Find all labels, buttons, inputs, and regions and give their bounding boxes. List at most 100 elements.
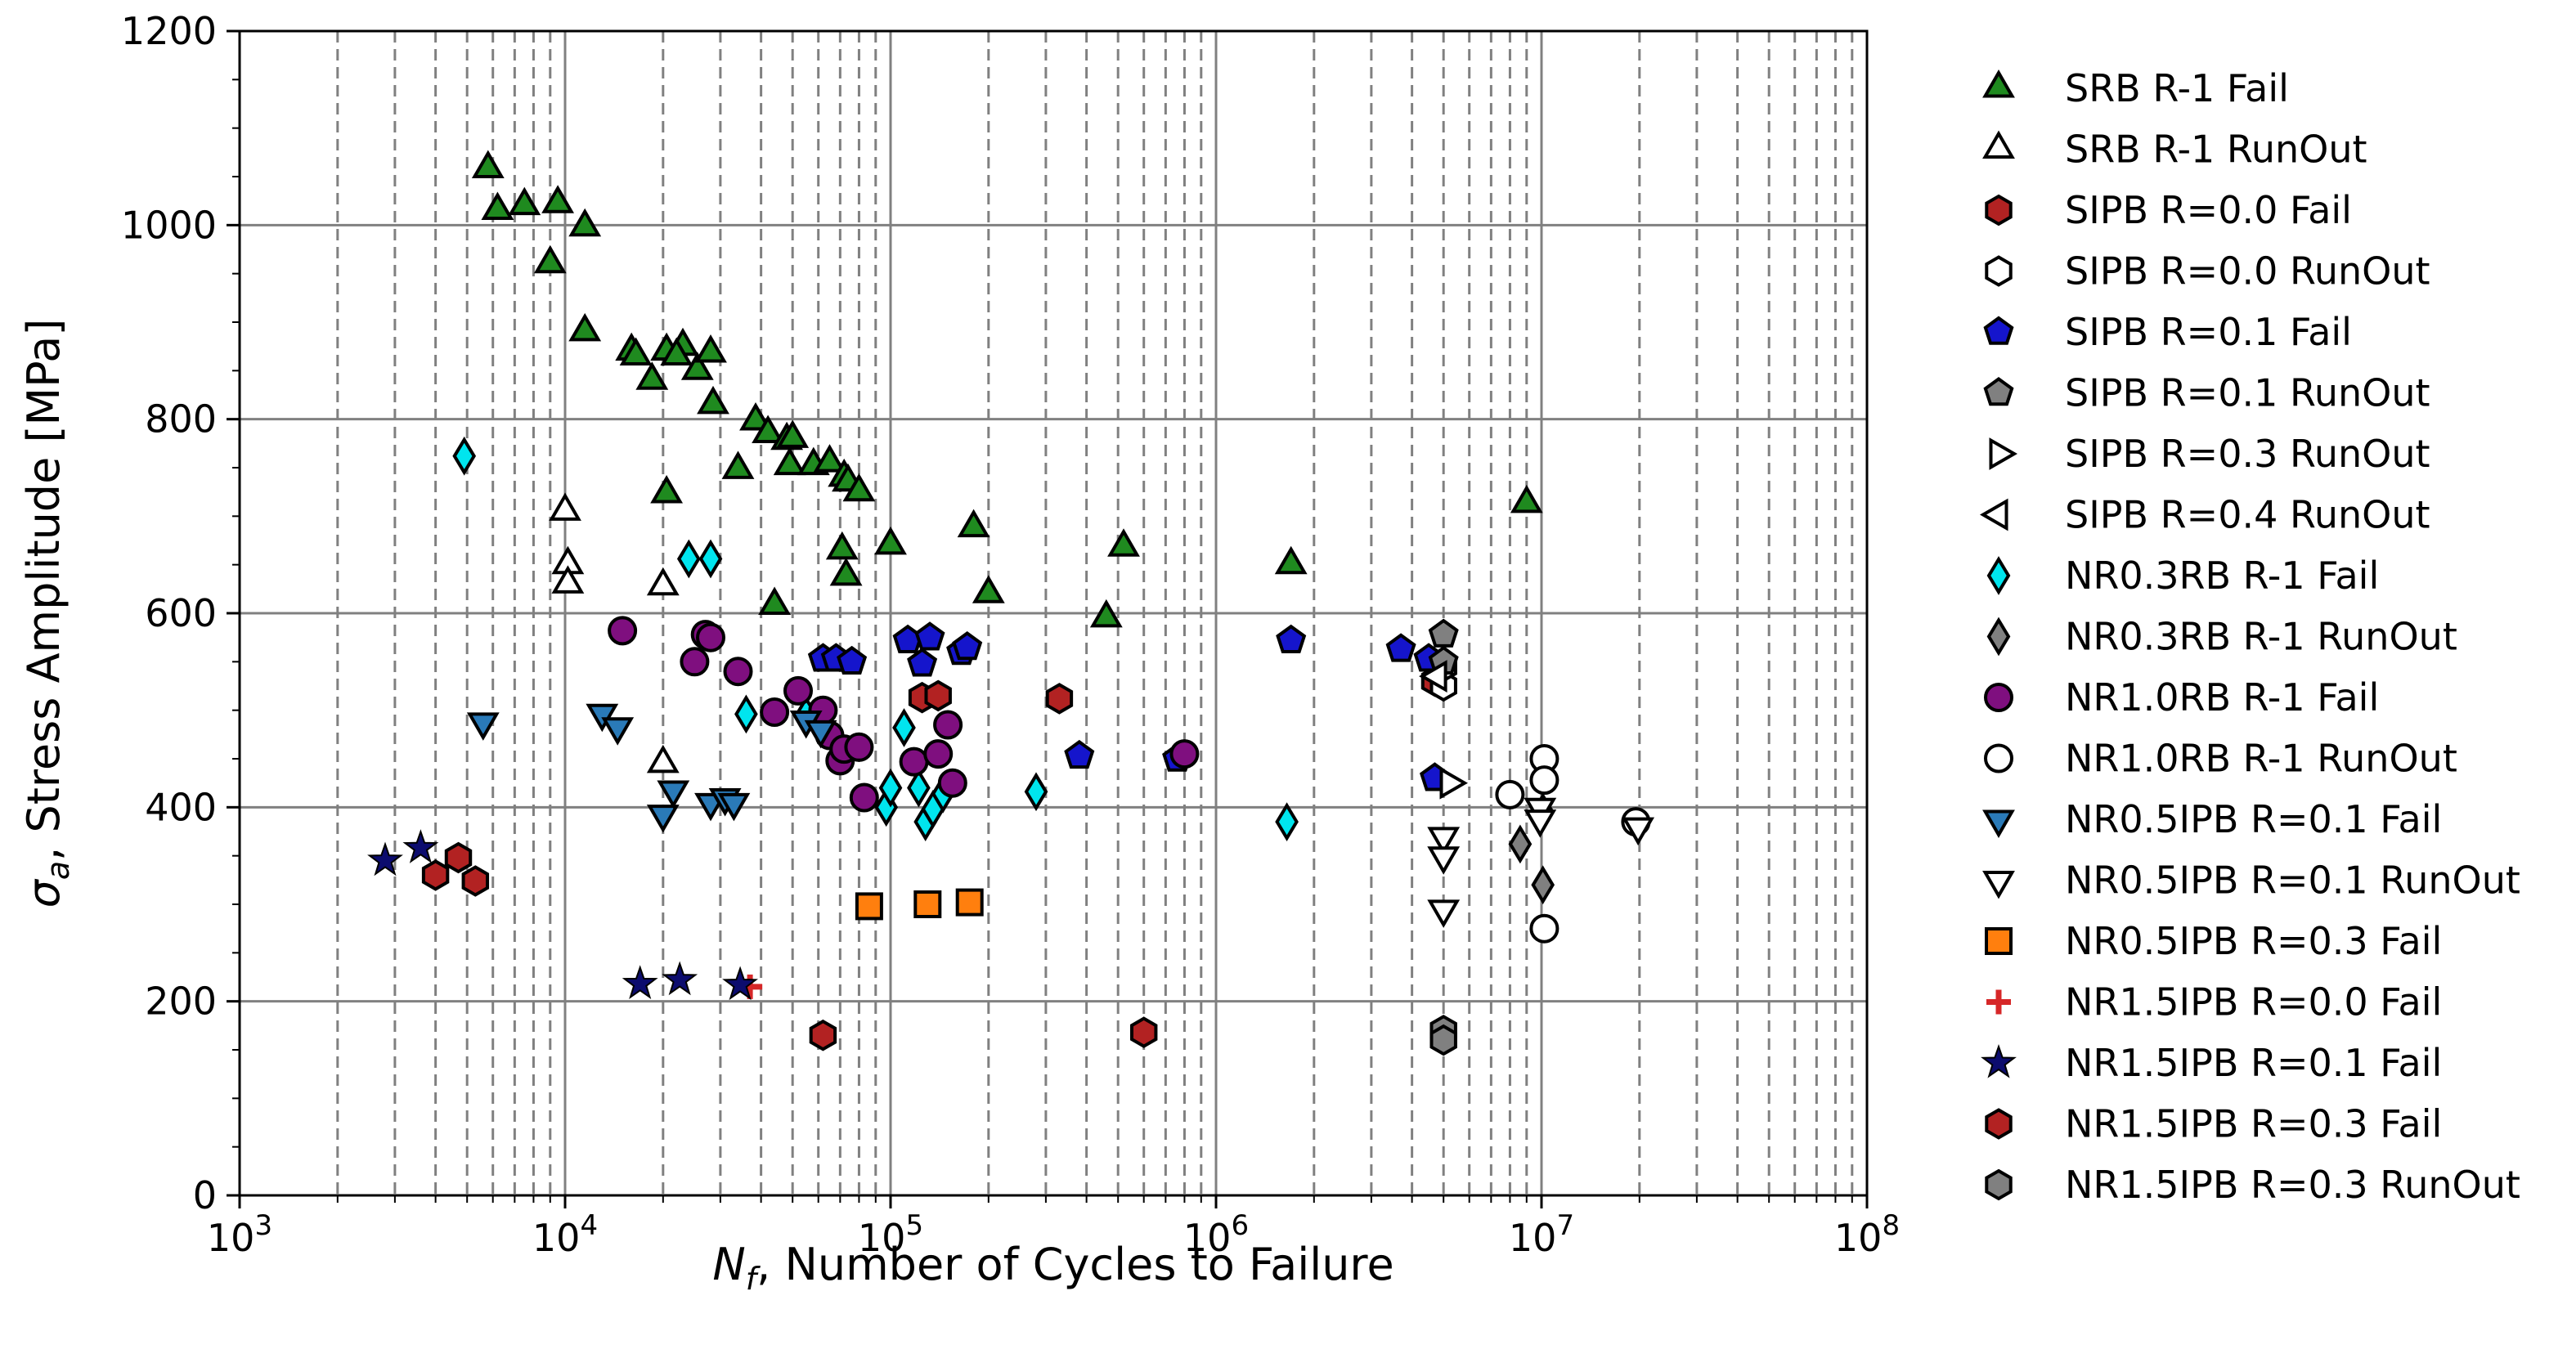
data-point — [696, 622, 725, 652]
legend-label: SRB R-1 Fail — [2065, 66, 2289, 110]
legend-marker — [1982, 130, 2015, 159]
data-point — [972, 575, 1005, 603]
data-point — [783, 675, 813, 706]
legend-label: NR0.5IPB R=0.1 RunOut — [2065, 859, 2520, 903]
data-point — [635, 361, 669, 390]
legend-marker — [1986, 616, 2011, 657]
legend-item: SRB R-1 Fail — [1982, 66, 2289, 110]
data-point — [646, 805, 680, 833]
legend-item: SIPB R=0.4 RunOut — [1979, 493, 2430, 537]
data-point — [1531, 865, 1555, 905]
data-point — [601, 717, 635, 746]
legend-item: SIPB R=0.0 Fail — [1985, 188, 2352, 232]
legend-marker — [1983, 316, 2014, 345]
x-tick-label: 103 — [207, 1209, 272, 1260]
data-point — [813, 444, 846, 473]
legend-label: SIPB R=0.1 Fail — [2065, 310, 2352, 354]
x-tick-label: 104 — [532, 1209, 598, 1260]
data-point — [568, 208, 602, 237]
data-point — [662, 961, 698, 996]
data-point — [1024, 772, 1048, 812]
data-point — [608, 616, 638, 646]
data-point — [619, 337, 653, 365]
data-point — [752, 415, 785, 443]
legend-marker — [1985, 255, 2013, 287]
legend-marker — [1985, 194, 2013, 226]
y-tick-label: 400 — [145, 785, 217, 829]
legend-item: NR0.5IPB R=0.3 Fail — [1985, 919, 2442, 963]
legend-label: NR0.3RB R-1 RunOut — [2065, 615, 2457, 659]
data-point — [899, 746, 929, 777]
legend-item: NR0.5IPB R=0.1 Fail — [1982, 797, 2442, 841]
data-point — [1510, 484, 1543, 513]
legend-label: NR1.0RB R-1 Fail — [2065, 675, 2379, 720]
data-point — [923, 739, 954, 769]
legend-item: NR1.5IPB R=0.1 Fail — [1981, 1041, 2442, 1085]
series-13 — [1427, 797, 1655, 928]
data-point — [829, 557, 863, 586]
data-point — [508, 186, 541, 216]
legend-item: SIPB R=0.1 RunOut — [1983, 371, 2430, 415]
legend-label: SIPB R=0.0 Fail — [2065, 188, 2352, 232]
legend-item: NR1.0RB R-1 RunOut — [1984, 737, 2457, 781]
data-point — [568, 312, 602, 342]
data-point — [760, 697, 790, 727]
data-point — [937, 768, 967, 798]
series-10 — [608, 616, 1200, 813]
data-point — [955, 888, 984, 917]
legend-marker — [1982, 69, 2015, 98]
data-point — [804, 720, 837, 749]
data-point — [466, 712, 500, 741]
series-12 — [466, 703, 837, 833]
legend-item: NR1.5IPB R=0.0 Fail — [1986, 980, 2442, 1024]
data-point — [646, 567, 680, 596]
data-point — [1439, 766, 1469, 800]
series-17 — [421, 841, 1158, 1051]
legend-label: NR0.3RB R-1 Fail — [2065, 554, 2379, 598]
data-point — [549, 492, 581, 521]
data-point — [952, 631, 983, 661]
legend-marker — [1985, 927, 2013, 955]
data-point — [739, 401, 772, 431]
data-point — [1427, 827, 1461, 855]
data-point — [825, 531, 859, 560]
legend-marker — [1986, 989, 2011, 1015]
data-point — [1495, 779, 1525, 809]
legend-marker — [1989, 437, 2018, 470]
legend-marker — [1986, 556, 2011, 595]
data-point — [650, 474, 684, 504]
legend-item: SIPB R=0.3 RunOut — [1989, 432, 2430, 476]
data-point — [933, 710, 963, 740]
data-point — [892, 708, 916, 747]
legend-item: NR0.3RB R-1 Fail — [1986, 554, 2379, 598]
data-point — [722, 966, 759, 1001]
series-11 — [1495, 744, 1651, 944]
data-point — [660, 337, 693, 365]
data-point — [586, 703, 619, 733]
data-point — [1107, 528, 1140, 557]
data-point — [1129, 1016, 1158, 1048]
data-point — [721, 451, 755, 479]
data-point — [844, 732, 874, 762]
data-point — [367, 841, 403, 876]
data-point — [461, 865, 490, 897]
data-point — [657, 780, 690, 809]
data-point — [481, 191, 514, 220]
legend-item: NR1.0RB R-1 Fail — [1984, 675, 2379, 720]
data-point — [402, 829, 439, 863]
legend-item: NR1.5IPB R=0.3 Fail — [1985, 1102, 2442, 1146]
legend-marker — [1982, 809, 2015, 839]
series-7 — [1419, 660, 1447, 693]
y-tick-label: 0 — [193, 1173, 217, 1217]
data-point — [471, 150, 505, 178]
y-tick-label: 800 — [145, 397, 217, 442]
data-point — [878, 768, 903, 808]
data-point — [855, 892, 883, 921]
legend-marker — [1984, 743, 2013, 773]
x-tick-label: 105 — [858, 1209, 923, 1260]
data-point — [694, 334, 727, 363]
data-point — [1419, 660, 1447, 693]
data-points — [367, 150, 1655, 1056]
data-point — [551, 565, 585, 594]
